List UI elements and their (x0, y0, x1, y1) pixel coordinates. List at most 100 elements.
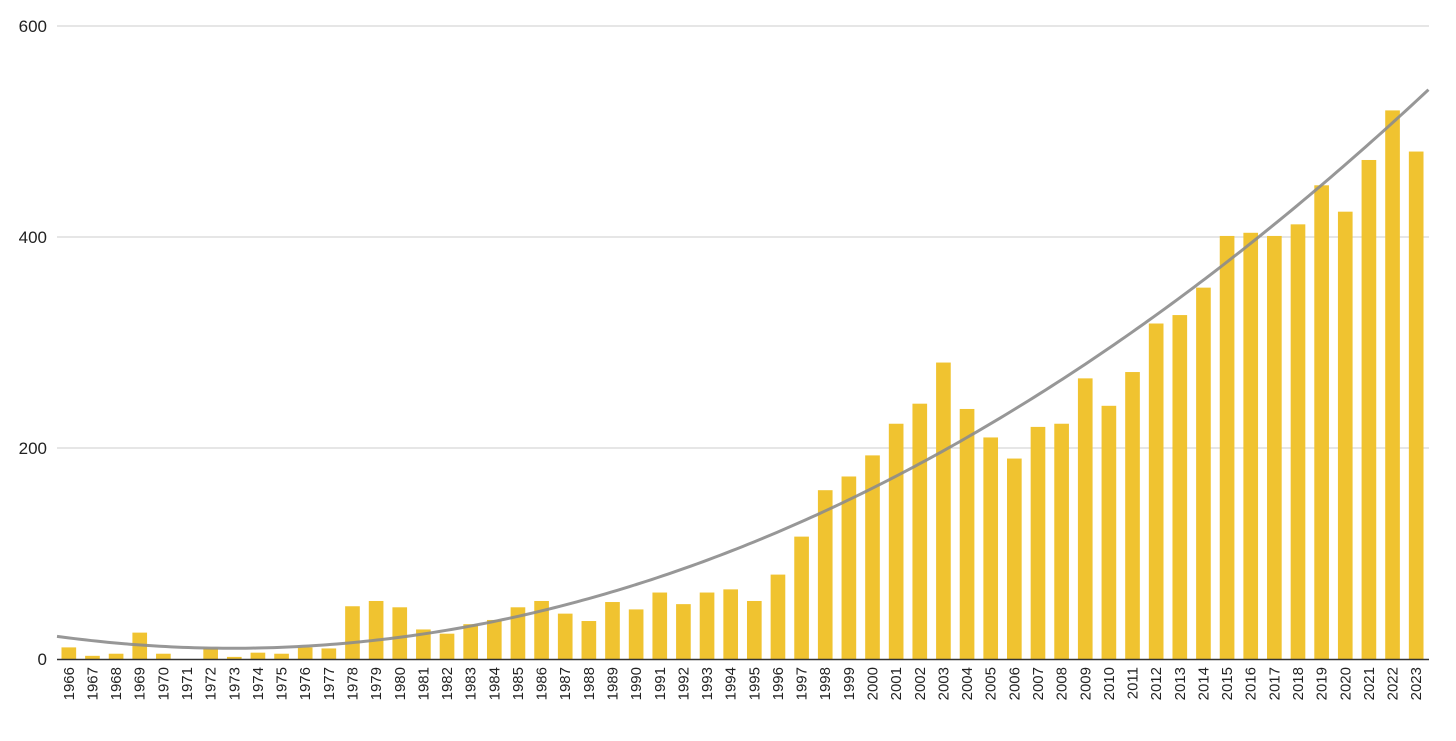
bar-2000 (865, 455, 880, 659)
x-tick-label: 2020 (1337, 667, 1354, 700)
x-tick-label: 1968 (108, 667, 125, 700)
bar-2005 (983, 437, 999, 659)
bar-1974 (250, 652, 266, 659)
x-tick-label: 2012 (1148, 667, 1165, 700)
x-tick-label: 1996 (770, 667, 787, 700)
x-tick-label: 1999 (841, 667, 858, 700)
x-tick-label: 2005 (983, 667, 1000, 700)
x-tick-label: 1998 (817, 667, 834, 700)
bar-1968 (108, 653, 124, 659)
bar-1982 (439, 633, 455, 659)
x-tick-label: 2007 (1030, 667, 1047, 700)
x-tick-label: 1966 (61, 667, 78, 700)
x-tick-label: 2009 (1077, 667, 1094, 700)
bar-2009 (1077, 378, 1093, 659)
x-tick-label: 1997 (794, 667, 811, 700)
trendline (56, 88, 1430, 650)
bar-2004 (959, 408, 975, 659)
y-tick-label: 400 (19, 228, 47, 247)
bar-1970 (156, 653, 171, 659)
bar-1986 (534, 600, 549, 659)
bar-1972 (203, 648, 218, 659)
bar-2001 (888, 423, 904, 659)
y-tick-label: 600 (19, 17, 47, 36)
bar-1992 (676, 604, 691, 659)
x-tick-label: 2008 (1054, 667, 1071, 700)
x-tick-label: 1970 (155, 667, 172, 700)
bar-1995 (746, 600, 762, 659)
bar-1988 (581, 621, 597, 659)
x-tick-label: 1992 (675, 667, 692, 700)
bar-2002 (912, 403, 928, 659)
x-tick-label: 1977 (321, 667, 338, 700)
bar-1985 (510, 607, 526, 659)
bar-2007 (1030, 426, 1046, 659)
bar-1984 (486, 619, 502, 659)
bar-2010 (1101, 405, 1117, 659)
x-tick-label: 1976 (297, 667, 314, 700)
bars (61, 110, 1424, 660)
bar-1991 (652, 592, 668, 659)
x-tick-label: 2003 (935, 667, 952, 700)
y-tick-label: 200 (19, 439, 47, 458)
bar-2008 (1054, 423, 1069, 659)
bar-2021 (1361, 159, 1377, 660)
bar-2017 (1267, 235, 1282, 659)
bar-1989 (605, 602, 620, 659)
x-tick-label: 1984 (486, 667, 503, 700)
bar-1999 (841, 476, 857, 659)
bar-2011 (1125, 372, 1140, 659)
bar-2019 (1314, 185, 1329, 659)
bar-1977 (321, 648, 337, 659)
x-tick-label: 1995 (746, 667, 763, 700)
bar-2006 (1007, 458, 1022, 659)
x-tick-label: 2010 (1101, 667, 1118, 700)
x-tick-label: 2013 (1172, 667, 1189, 700)
bar-1979 (368, 600, 384, 659)
x-tick-label: 1989 (604, 667, 621, 700)
bar-1980 (392, 607, 408, 659)
x-tick-label: 1990 (628, 667, 645, 700)
bar-2015 (1219, 235, 1235, 659)
bar-2014 (1196, 287, 1211, 659)
x-tick-label: 2018 (1290, 667, 1307, 700)
x-tick-label: 2022 (1385, 667, 1402, 700)
x-tick-label: 2021 (1361, 667, 1378, 700)
bar-1996 (770, 574, 786, 659)
x-tick-label: 2015 (1219, 667, 1236, 700)
bar-2003 (936, 362, 951, 659)
bar-2023 (1408, 151, 1424, 660)
bar-2016 (1243, 232, 1259, 659)
x-tick-label: 2000 (865, 667, 882, 700)
bar-1990 (628, 609, 644, 659)
bar-1994 (723, 589, 739, 659)
bar-2022 (1385, 110, 1400, 659)
x-tick-label: 1986 (534, 667, 551, 700)
bar-1976 (297, 647, 313, 659)
x-tick-label: 1978 (344, 667, 361, 700)
x-tick-label: 1981 (415, 667, 432, 700)
x-tick-label: 1991 (652, 667, 669, 700)
x-tick-label: 2002 (912, 667, 929, 700)
bar-1967 (85, 655, 100, 659)
x-tick-label: 1988 (581, 667, 598, 700)
bar-1978 (345, 606, 360, 659)
x-tick-label: 1980 (392, 667, 409, 700)
x-tick-label: 2017 (1266, 667, 1283, 700)
x-tick-label: 2004 (959, 667, 976, 700)
bar-1983 (463, 624, 478, 659)
bar-1993 (699, 592, 715, 659)
x-tick-label: 1975 (274, 667, 291, 700)
x-tick-label: 2016 (1243, 667, 1260, 700)
x-tick-label: 1969 (132, 667, 149, 700)
x-tick-label: 1987 (557, 667, 574, 700)
bar-2020 (1337, 211, 1353, 659)
x-tick-label: 2006 (1006, 667, 1023, 700)
x-tick-label: 1994 (723, 667, 740, 700)
x-axis-tick-labels: 1966 1967 1968 1969 1970 1971 1972 1973 1974 1975… (61, 667, 1425, 700)
bar-2012 (1148, 323, 1164, 659)
x-tick-label: 1982 (439, 667, 456, 700)
x-tick-label: 2011 (1125, 667, 1142, 699)
bar-1981 (416, 629, 431, 659)
